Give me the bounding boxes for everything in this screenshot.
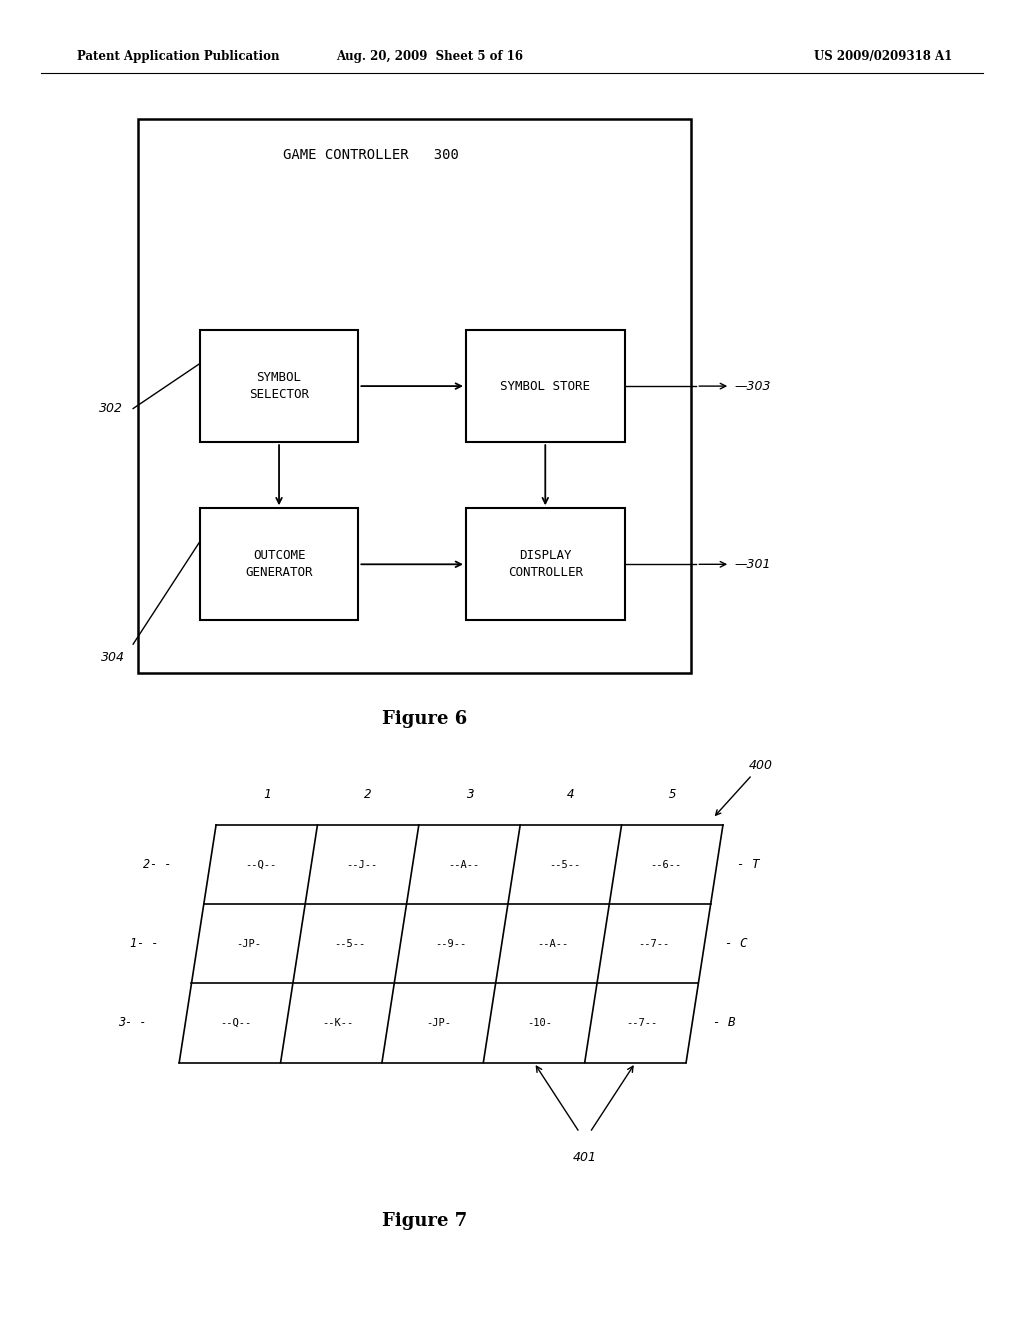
Text: 2- -: 2- - — [142, 858, 171, 871]
Text: -10-: -10- — [527, 1018, 553, 1028]
Text: --J--: --J-- — [346, 859, 378, 870]
Bar — [138, 119, 691, 673]
Text: 401: 401 — [572, 1151, 597, 1164]
Bar — [200, 330, 358, 442]
Text: Figure 7: Figure 7 — [382, 1212, 468, 1230]
Text: 5: 5 — [669, 788, 676, 801]
Text: 1: 1 — [263, 788, 270, 801]
Text: 302: 302 — [99, 401, 123, 414]
Text: 400: 400 — [716, 759, 772, 816]
Text: --7--: --7-- — [638, 939, 670, 949]
Text: --K--: --K-- — [322, 1018, 353, 1028]
Bar — [466, 330, 625, 442]
Text: - T: - T — [737, 858, 760, 871]
Text: —301: —301 — [734, 558, 771, 570]
Text: OUTCOME
GENERATOR: OUTCOME GENERATOR — [246, 549, 312, 579]
Text: Patent Application Publication: Patent Application Publication — [77, 50, 280, 63]
Text: Aug. 20, 2009  Sheet 5 of 16: Aug. 20, 2009 Sheet 5 of 16 — [337, 50, 523, 63]
Text: —303: —303 — [734, 380, 771, 392]
Text: Figure 6: Figure 6 — [382, 710, 468, 729]
Text: - C: - C — [725, 937, 748, 950]
Text: 1- -: 1- - — [130, 937, 159, 950]
Text: --5--: --5-- — [334, 939, 366, 949]
Text: 3: 3 — [466, 788, 473, 801]
Text: - B: - B — [713, 1016, 735, 1030]
Text: --A--: --A-- — [447, 859, 479, 870]
Text: --5--: --5-- — [549, 859, 581, 870]
Text: --9--: --9-- — [435, 939, 467, 949]
Text: SYMBOL
SELECTOR: SYMBOL SELECTOR — [249, 371, 309, 401]
Text: 304: 304 — [101, 651, 125, 664]
Text: --Q--: --Q-- — [220, 1018, 252, 1028]
Text: 4: 4 — [567, 788, 574, 801]
Bar — [466, 508, 625, 620]
Text: --6--: --6-- — [650, 859, 682, 870]
Text: DISPLAY
CONTROLLER: DISPLAY CONTROLLER — [508, 549, 583, 579]
Text: GAME CONTROLLER   300: GAME CONTROLLER 300 — [283, 148, 459, 162]
Text: US 2009/0209318 A1: US 2009/0209318 A1 — [814, 50, 952, 63]
Text: 2: 2 — [365, 788, 372, 801]
Text: SYMBOL STORE: SYMBOL STORE — [501, 380, 590, 392]
Text: -JP-: -JP- — [236, 939, 261, 949]
Text: -JP-: -JP- — [426, 1018, 452, 1028]
Bar — [200, 508, 358, 620]
Text: --Q--: --Q-- — [245, 859, 276, 870]
Text: 3- -: 3- - — [118, 1016, 146, 1030]
Text: --A--: --A-- — [537, 939, 568, 949]
Text: --7--: --7-- — [626, 1018, 657, 1028]
